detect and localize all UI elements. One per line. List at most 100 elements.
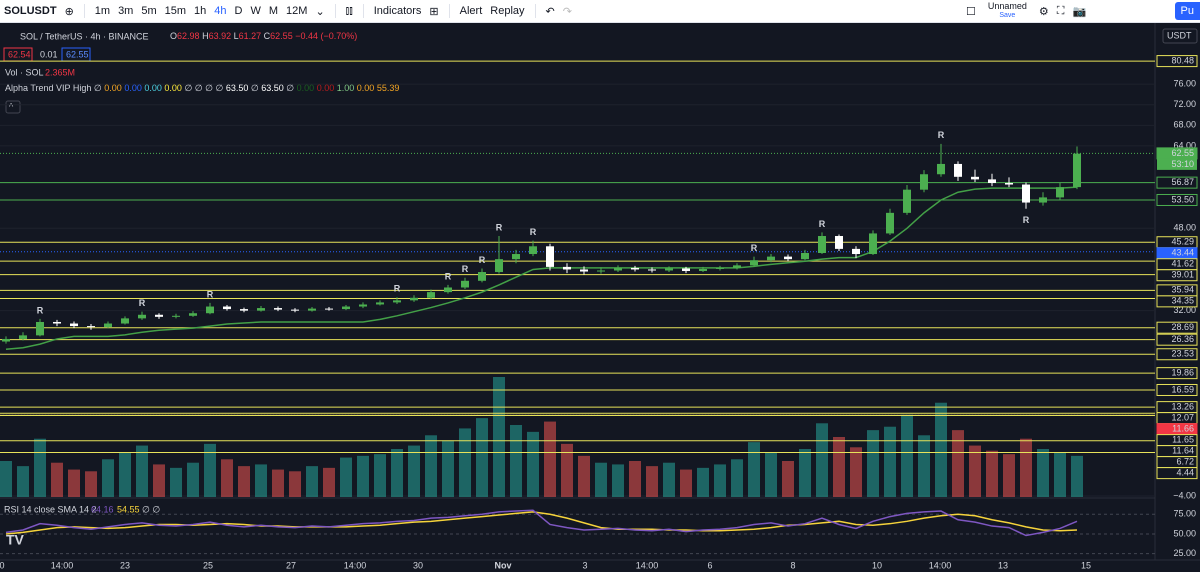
- candle-body: [597, 270, 605, 272]
- volume-bar: [510, 425, 522, 497]
- candle-body: [699, 268, 707, 272]
- publish[interactable]: Pu: [1174, 2, 1200, 20]
- interval[interactable]: 12M: [286, 5, 308, 17]
- candle-body: [869, 233, 877, 255]
- volume-bar: [697, 467, 709, 497]
- x-tick-label: 23: [120, 560, 130, 570]
- volume-bar: [561, 443, 573, 497]
- volume-bar: [918, 435, 930, 497]
- interval[interactable]: D: [234, 5, 243, 17]
- snapshot[interactable]: 📷: [1072, 5, 1087, 18]
- candle-body: [954, 163, 962, 177]
- interval[interactable]: W: [250, 5, 261, 17]
- templates[interactable]: ⊞: [429, 5, 439, 18]
- candle-body: [716, 267, 724, 269]
- alpha-item: ∅: [286, 83, 294, 93]
- volume-bar: [765, 452, 777, 497]
- fullscreen[interactable]: ⛶: [1056, 4, 1065, 17]
- volume-bar: [1037, 449, 1049, 497]
- level-label: 41.62: [1171, 259, 1194, 269]
- level-label: 19.86: [1171, 368, 1194, 378]
- volume-bar: [374, 454, 386, 497]
- alpha-item: 0.00: [124, 83, 142, 93]
- x-tick-label: 14:00: [344, 560, 367, 570]
- alpha-legend: Alpha Trend VIP High ∅ 0.00 0.00 0.00 0.…: [5, 83, 399, 93]
- intervals: 1m 3m 5m 15m 1h 4h D W M 12M: [91, 5, 312, 17]
- candle-body: [920, 174, 928, 190]
- undo[interactable]: ↶: [545, 5, 555, 18]
- settings[interactable]: ⚙: [1038, 5, 1049, 18]
- collapse[interactable]: [5, 100, 21, 114]
- level-label: 16.59: [1171, 384, 1194, 394]
- y-tick-label: 72.00: [1173, 99, 1196, 109]
- interval-menu[interactable]: ⌄: [315, 5, 325, 18]
- chart-type[interactable]: ⫾⫾: [345, 4, 353, 17]
- candle-body: [206, 306, 214, 314]
- symbol[interactable]: SOLUSDT: [4, 5, 57, 17]
- signal: R: [938, 130, 945, 140]
- candle-body: [427, 292, 435, 298]
- interval[interactable]: 3m: [118, 5, 134, 17]
- replay[interactable]: Replay: [490, 5, 525, 17]
- candle-body: [580, 269, 588, 272]
- x-tick-label: 8: [790, 560, 795, 570]
- change: −0.44 (−0.70%): [295, 31, 357, 41]
- candle-body: [563, 266, 571, 270]
- volume-bar: [816, 423, 828, 497]
- alpha-item: ∅: [251, 83, 259, 93]
- candle-body: [36, 321, 44, 336]
- level-label: 39.01: [1171, 270, 1194, 280]
- candle-body: [903, 189, 911, 213]
- redo[interactable]: ↷: [562, 5, 572, 18]
- add-symbol[interactable]: ⊕: [64, 5, 74, 18]
- volume-bar: [34, 438, 46, 497]
- collapse-icon: ^: [9, 101, 14, 111]
- layout-box[interactable]: ☐: [965, 5, 976, 18]
- alert[interactable]: Alert: [459, 5, 483, 17]
- alpha-item: 0.00: [357, 83, 375, 93]
- interval[interactable]: 5m: [141, 5, 157, 17]
- volume-bar: [255, 464, 267, 497]
- interval[interactable]: M: [268, 5, 279, 17]
- currency-button[interactable]: [1162, 28, 1198, 44]
- candle-body: [325, 308, 333, 310]
- interval[interactable]: 15m: [164, 5, 187, 17]
- candle-body: [393, 300, 401, 303]
- signal: R: [1023, 215, 1030, 225]
- interval[interactable]: 1h: [194, 5, 207, 17]
- level-label: 6.72: [1176, 456, 1194, 466]
- rsi-legend: RSI 14 close SMA 14 2: [4, 504, 97, 514]
- indicators[interactable]: Indicators: [373, 5, 422, 17]
- level-label-box: [1156, 333, 1198, 346]
- level-label-box: [1156, 321, 1198, 334]
- level-label-box: [1156, 193, 1198, 206]
- x-tick-label: 10: [872, 560, 882, 570]
- x-tick-label: 14:00: [51, 560, 74, 570]
- candle-body: [172, 315, 180, 317]
- interval[interactable]: 1m: [94, 5, 111, 17]
- level-label-box: [1156, 269, 1198, 282]
- x-tick-label: 25: [203, 560, 213, 570]
- save[interactable]: Save: [999, 12, 1016, 19]
- volume-bar: [952, 430, 964, 497]
- level-label: 35.94: [1171, 285, 1194, 295]
- currency[interactable]: USDT: [1167, 30, 1192, 40]
- rsi-tick-label: 75.00: [1173, 509, 1196, 519]
- candle-body: [444, 287, 452, 293]
- alpha-item: 63.50: [261, 83, 284, 93]
- candle-body: [682, 268, 690, 272]
- x-tick-label: 6: [707, 560, 712, 570]
- ohlc-value: 62.55: [270, 31, 293, 41]
- volume-bar: [646, 466, 658, 497]
- candle-body: [359, 304, 367, 307]
- level-label: 11.65: [1172, 434, 1194, 444]
- candle-body: [665, 268, 673, 271]
- interval[interactable]: 4h: [214, 5, 227, 17]
- signal: R: [207, 289, 214, 299]
- volume-bar: [714, 464, 726, 497]
- volume-bar: [799, 449, 811, 497]
- signal: R: [751, 243, 758, 253]
- layout[interactable]: Unnamed Save: [984, 2, 1031, 20]
- candle-body: [614, 267, 622, 271]
